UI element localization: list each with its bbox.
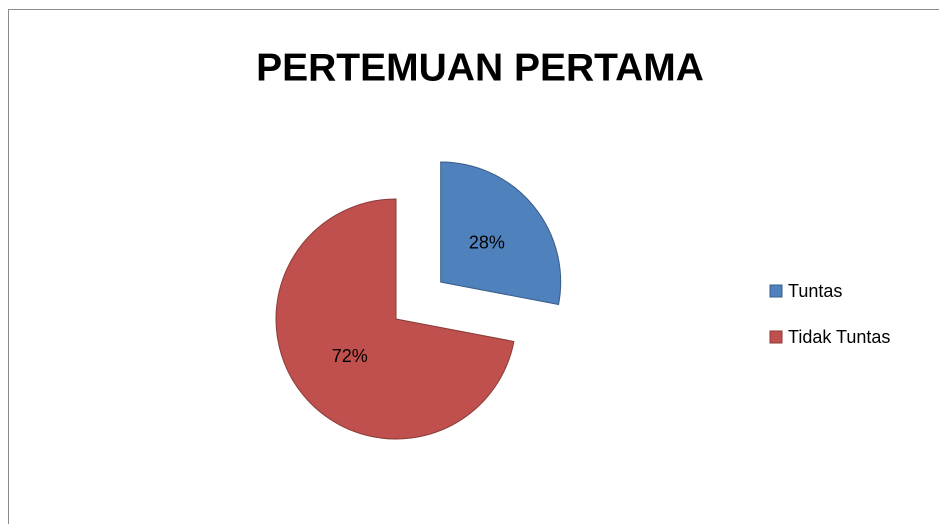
legend-swatch bbox=[769, 330, 783, 344]
pie-slice bbox=[440, 161, 562, 306]
data-label: 28% bbox=[469, 233, 505, 253]
legend-label: Tuntas bbox=[788, 281, 842, 301]
legend-swatch bbox=[769, 284, 783, 298]
chart-title: PERTEMUAN PERTAMA bbox=[256, 46, 704, 89]
pie-slice bbox=[275, 198, 515, 440]
legend-label: Tidak Tuntas bbox=[788, 327, 890, 347]
data-label: 72% bbox=[332, 346, 368, 366]
